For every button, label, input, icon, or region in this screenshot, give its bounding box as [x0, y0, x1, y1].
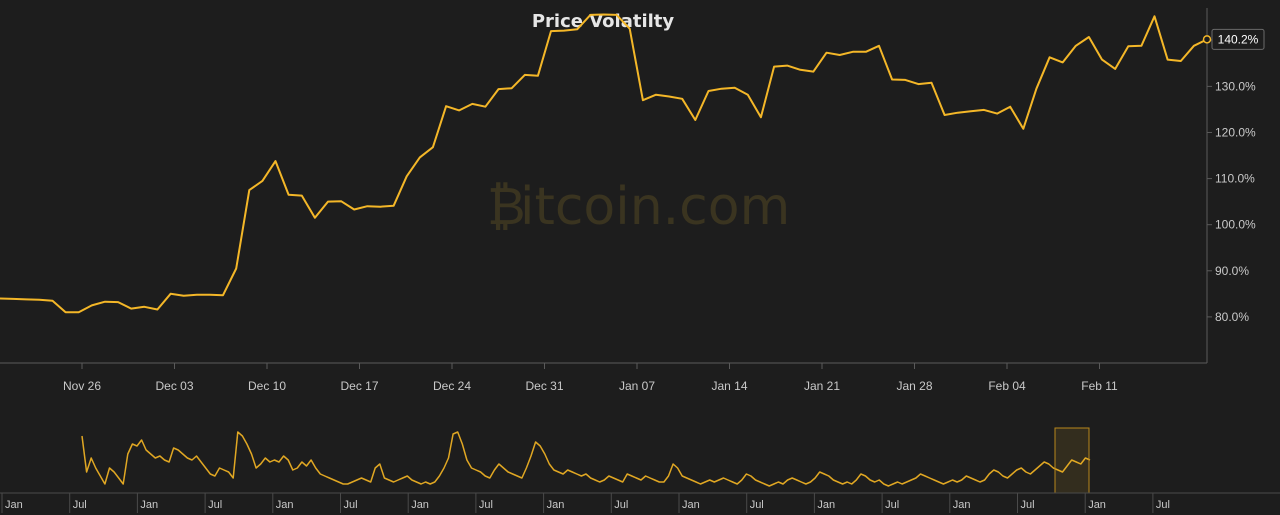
main-series	[0, 13, 1212, 314]
bitcoin-b-icon: ₿	[487, 177, 526, 237]
navigator-tick-label: Jan	[1088, 499, 1106, 511]
volatility-line	[0, 13, 1208, 314]
navigator-tick-label: Jan	[276, 499, 294, 511]
navigator-tick-label: Jul	[750, 499, 764, 511]
x-tick-label: Feb 11	[1081, 379, 1118, 393]
y-tick-label: 120.0%	[1215, 125, 1256, 139]
navigator-tick-label: Jul	[479, 499, 493, 511]
x-tick-label: Jan 28	[896, 379, 932, 393]
y-tick-label: 90.0%	[1215, 264, 1249, 278]
navigator-tick-label: Jul	[885, 499, 899, 511]
x-tick-label: Jan 21	[804, 379, 840, 393]
navigator-tick-label: Jul	[73, 499, 87, 511]
x-tick-label: Jan 14	[711, 379, 747, 393]
navigator-tick-label: Jul	[1156, 499, 1170, 511]
x-tick-label: Dec 31	[525, 379, 563, 393]
navigator-tick-label: Jul	[344, 499, 358, 511]
x-tick-label: Dec 17	[340, 379, 378, 393]
navigator-tick-label: Jan	[411, 499, 429, 511]
navigator[interactable]	[0, 427, 1280, 494]
navigator-selection[interactable]	[1054, 427, 1090, 494]
x-tick-label: Jan 07	[619, 379, 655, 393]
watermark-text: itcoin.com	[520, 177, 790, 237]
navigator-tick-label: Jan	[5, 499, 23, 511]
y-tick-label: 130.0%	[1215, 79, 1256, 93]
y-tick-label: 110.0%	[1215, 172, 1255, 186]
navigator-tick-label: Jan	[547, 499, 565, 511]
chart-title: Price Volatilty	[532, 11, 675, 32]
last-value-badge: 140.2%	[1211, 28, 1265, 50]
navigator-tick-label: Jan	[140, 499, 158, 511]
navigator-tick-label: Jul	[208, 499, 222, 511]
y-tick-label: 100.0%	[1215, 218, 1256, 232]
x-tick-label: Dec 10	[248, 379, 286, 393]
navigator-x-axis: Jan Jul Jan Jul Jan Jul Jan Jul Jan Jul Jan Jul Jan J…	[1, 493, 1170, 513]
last-value-box	[1211, 28, 1265, 50]
last-value-label: 140.2%	[1218, 32, 1259, 46]
navigator-tick-label: Jan	[682, 499, 700, 511]
y-axis: 80.0%90.0%100.0%110.0%120.0%130.0%140.0%	[1207, 33, 1256, 324]
navigator-tick-label: Jan	[817, 499, 835, 511]
x-tick-label: Dec 24	[433, 379, 471, 393]
navigator-tick-label: Jan	[953, 499, 971, 511]
watermark: ₿ itcoin.com	[487, 177, 790, 237]
navigator-series	[81, 431, 1091, 487]
x-tick-label: Dec 03	[155, 379, 193, 393]
x-axis: Nov 26 Dec 03 Dec 10 Dec 17 Dec 24 Dec 31 Jan …	[63, 363, 1118, 393]
navigator-tick-label: Jul	[614, 499, 628, 511]
navigator-tick-label: Jul	[1021, 499, 1035, 511]
x-tick-label: Feb 04	[988, 379, 1026, 393]
plot-axes	[0, 8, 1208, 364]
y-tick-label: 80.0%	[1215, 310, 1249, 324]
x-tick-label: Nov 26	[63, 379, 101, 393]
last-point-marker	[1202, 35, 1212, 44]
